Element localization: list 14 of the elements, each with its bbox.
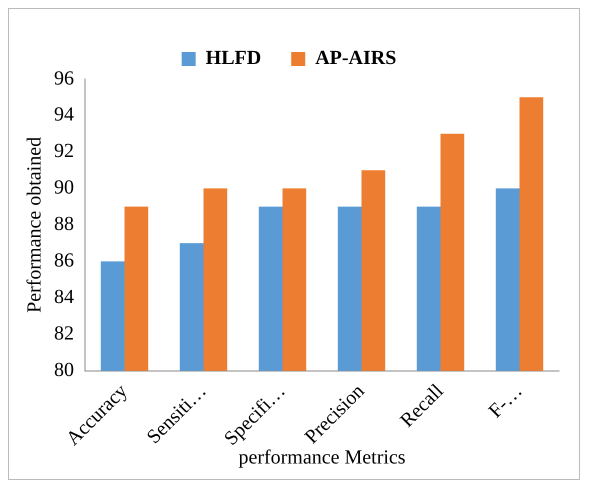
y-axis-title: Performance obtained [23, 136, 46, 313]
y-tick-label: 94 [54, 104, 74, 126]
legend-label: AP-AIRS [315, 47, 396, 70]
legend-label: HLFD [206, 47, 262, 70]
y-tick-label: 90 [54, 176, 74, 199]
y-tick-label: 92 [54, 140, 74, 162]
y-tick-label: 82 [54, 322, 74, 345]
x-axis-title: performance Metrics [238, 446, 406, 468]
y-tick-label: 86 [54, 250, 74, 272]
y-tick-label: 84 [54, 286, 74, 308]
y-tick-label: 80 [54, 359, 74, 382]
y-tick-label: 96 [54, 67, 74, 90]
x-tick-label: F-… [484, 380, 527, 422]
y-tick-label: 88 [54, 213, 74, 236]
